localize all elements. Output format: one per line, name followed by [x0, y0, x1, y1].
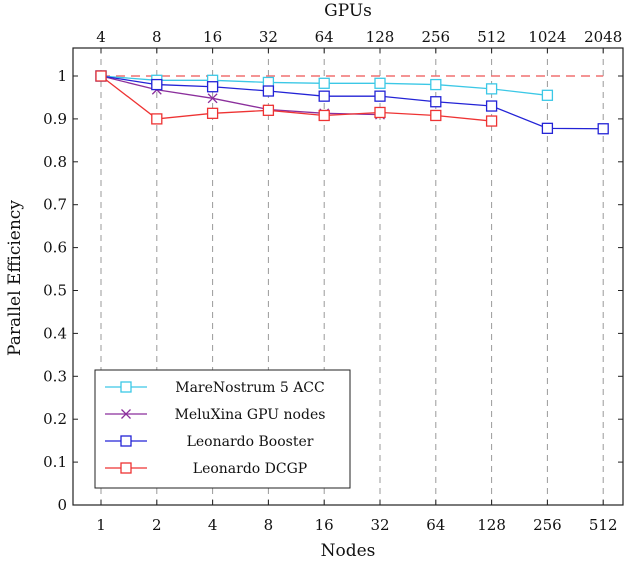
- x2-tick-label: 8: [152, 28, 162, 46]
- data-point: [374, 90, 386, 102]
- data-point: [430, 109, 442, 122]
- legend-label: MeluXina GPU nodes: [175, 407, 326, 423]
- legend-label: Leonardo DCGP: [193, 461, 307, 477]
- x-tick-label: 1: [96, 516, 106, 534]
- y-tick-label: 0.6: [43, 239, 67, 257]
- series-line: [100, 75, 492, 122]
- x-tick-label: 16: [315, 516, 334, 534]
- data-point: [151, 113, 163, 125]
- legend-label: Leonardo Booster: [187, 434, 314, 450]
- data-point: [318, 77, 330, 89]
- series-group: [95, 70, 609, 135]
- x2-tick-label: 1024: [528, 28, 566, 46]
- legend-label: MareNostrum 5 ACC: [175, 380, 324, 396]
- x2-tick-label: 128: [366, 28, 395, 46]
- x-tick-label: 32: [370, 516, 389, 534]
- data-point: [485, 100, 498, 112]
- ticks: 1 2 4 8 16 32 64 128 256 512 4 8 16 32 64 128 256 512 1024…: [43, 28, 623, 534]
- x-tick-label: 256: [533, 516, 562, 534]
- x-tick-label: 64: [426, 516, 445, 534]
- y-axis-title: Parallel Efficiency: [5, 200, 25, 356]
- x2-tick-label: 2048: [584, 28, 622, 46]
- x-tick-label: 2: [152, 516, 162, 534]
- y-tick-label: 0.9: [43, 110, 67, 128]
- x-tick-label: 512: [589, 516, 618, 534]
- x2-tick-label: 16: [203, 28, 222, 46]
- data-point: [318, 109, 330, 122]
- data-point: [262, 104, 275, 116]
- y-tick-label: 0.8: [43, 153, 67, 171]
- legend-marker: [120, 435, 132, 447]
- y-tick-label: 0.3: [43, 367, 67, 385]
- data-point: [374, 77, 386, 89]
- x2-tick-label: 4: [96, 28, 106, 46]
- data-point: [206, 81, 219, 93]
- x-axis-title: Nodes: [321, 541, 376, 561]
- series-leonardo-dcgp: [95, 70, 498, 127]
- y-tick-label: 1: [57, 67, 67, 85]
- data-point: [430, 96, 442, 108]
- series-line: [100, 75, 604, 130]
- y-tick-label: 0.7: [43, 196, 67, 214]
- legend-marker: [121, 409, 131, 419]
- legend-marker: [120, 462, 132, 474]
- y-tick-label: 0.4: [43, 324, 67, 342]
- data-point: [597, 123, 609, 135]
- y-tick-label: 0.1: [43, 453, 67, 471]
- data-point: [206, 107, 219, 119]
- data-point: [151, 78, 163, 91]
- legend: MareNostrum 5 ACC MeluXina GPU nodes Leona…: [94, 369, 351, 489]
- x2-tick-label: 512: [477, 28, 506, 46]
- data-point: [485, 83, 498, 95]
- data-point: [262, 85, 275, 97]
- top-axis-title: GPUs: [324, 1, 372, 21]
- x2-tick-label: 32: [259, 28, 278, 46]
- legend-marker: [120, 381, 132, 393]
- legend-entry: Leonardo Booster: [105, 434, 314, 450]
- x2-tick-label: 256: [421, 28, 450, 46]
- x-tick-label: 4: [208, 516, 218, 534]
- data-point: [207, 93, 218, 104]
- data-point: [374, 106, 386, 119]
- legend-entry: MeluXina GPU nodes: [105, 407, 325, 423]
- data-point: [95, 70, 107, 82]
- y-tick-label: 0.5: [43, 282, 67, 300]
- x-tick-label: 128: [477, 516, 506, 534]
- y-tick-label: 0.2: [43, 410, 67, 428]
- data-point: [318, 90, 330, 102]
- y-tick-label: 0: [57, 496, 67, 514]
- data-point: [430, 78, 442, 91]
- series-line: [100, 75, 381, 116]
- legend-entry: Leonardo DCGP: [105, 461, 307, 477]
- data-point: [485, 115, 498, 127]
- plot-frame: [72, 47, 624, 506]
- data-point: [541, 122, 554, 134]
- legend-entry: MareNostrum 5 ACC: [105, 380, 325, 396]
- x-tick-label: 8: [264, 516, 274, 534]
- data-point: [541, 89, 554, 101]
- x2-tick-label: 64: [315, 28, 334, 46]
- series-marenostrum-5-acc: [95, 70, 554, 101]
